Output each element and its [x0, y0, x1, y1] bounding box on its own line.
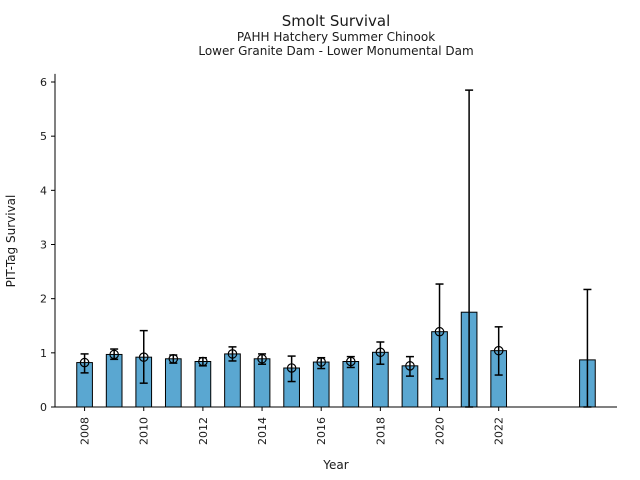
x-tick-label: 2014: [256, 417, 269, 445]
point-marker: [257, 353, 267, 364]
bar: [164, 358, 182, 408]
point-marker: [493, 345, 504, 356]
chart-title: Smolt Survival: [281, 12, 391, 30]
y-tick-label: 3: [40, 239, 47, 252]
x-tick-label: 2020: [434, 417, 447, 445]
x-tick-label: 2018: [374, 417, 387, 445]
point-marker: [227, 349, 238, 359]
bar: [342, 361, 360, 408]
x-axis-label: Year: [322, 458, 348, 472]
chart-subtitle-1: PAHH Hatchery Summer Chinook: [236, 30, 436, 44]
title-block: Smolt Survival PAHH Hatchery Summer Chin…: [55, 12, 617, 58]
x-tick-label: 2016: [315, 417, 328, 445]
bar: [253, 358, 271, 408]
point-marker: [286, 363, 297, 373]
y-tick-label: 1: [40, 347, 47, 360]
x-tick-label: 2012: [197, 417, 210, 445]
point-marker: [109, 349, 119, 360]
chart-subtitle-2: Lower Granite Dam - Lower Monumental Dam: [198, 44, 474, 58]
x-tick-label: 2022: [493, 417, 506, 445]
bar: [105, 353, 123, 408]
point-marker: [375, 347, 386, 358]
bar: [224, 353, 241, 408]
y-tick-label: 0: [40, 401, 47, 414]
point-marker: [168, 353, 179, 364]
y-tick-label: 6: [40, 76, 47, 89]
bar: [194, 361, 212, 408]
y-tick-label: 4: [40, 184, 47, 197]
point-marker: [405, 361, 415, 371]
y-axis-label: PIT-Tag Survival: [4, 195, 18, 288]
x-tick-label: 2010: [138, 417, 151, 445]
x-tick-label: 2008: [79, 417, 92, 445]
point-marker: [434, 326, 445, 337]
y-tick-label: 5: [40, 130, 47, 143]
y-tick-label: 2: [40, 293, 47, 306]
point-marker: [316, 357, 327, 367]
point-marker: [345, 356, 356, 367]
point-marker: [138, 352, 149, 362]
point-marker: [198, 356, 208, 367]
plot-area: 0 1 2 3 4 5 6 2008 2010 2012 2014 2016 2018 2020 2022: [40, 73, 617, 445]
point-marker: [79, 357, 90, 368]
